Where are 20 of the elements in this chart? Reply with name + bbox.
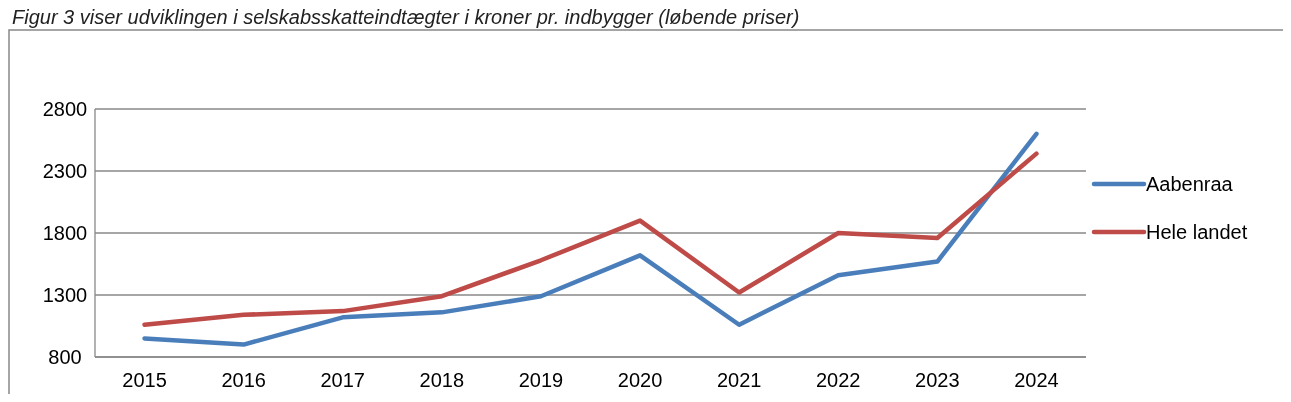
y-tick-label: 2300 — [42, 160, 88, 182]
x-tick-label: 2018 — [419, 369, 465, 391]
x-tick-label: 2021 — [716, 369, 762, 391]
y-tick-label: 1300 — [42, 284, 88, 306]
legend-label: Aabenraa — [1146, 173, 1234, 195]
y-tick-label: 2800 — [42, 98, 88, 120]
x-tick-label: 2024 — [1014, 369, 1059, 391]
y-tick-label: 1800 — [42, 222, 88, 244]
x-tick-label: 2022 — [816, 369, 861, 391]
y-tick-label: 800 — [48, 346, 82, 368]
x-tick-label: 2019 — [518, 369, 564, 391]
x-tick-label: 2020 — [617, 369, 663, 391]
line-series — [142, 131, 1039, 347]
x-tick-label: 2023 — [915, 369, 960, 391]
line-series — [142, 151, 1039, 328]
chart-title: Figur 3 viser udviklingen i selskabsskatteindtægter i kroner pr. indbygger (løbende priser) — [12, 6, 800, 28]
x-tick-label: 2017 — [320, 369, 365, 391]
x-tick-label: 2016 — [221, 369, 266, 391]
x-tick-label: 2015 — [122, 369, 167, 391]
legend-label: Hele landet — [1146, 221, 1248, 243]
